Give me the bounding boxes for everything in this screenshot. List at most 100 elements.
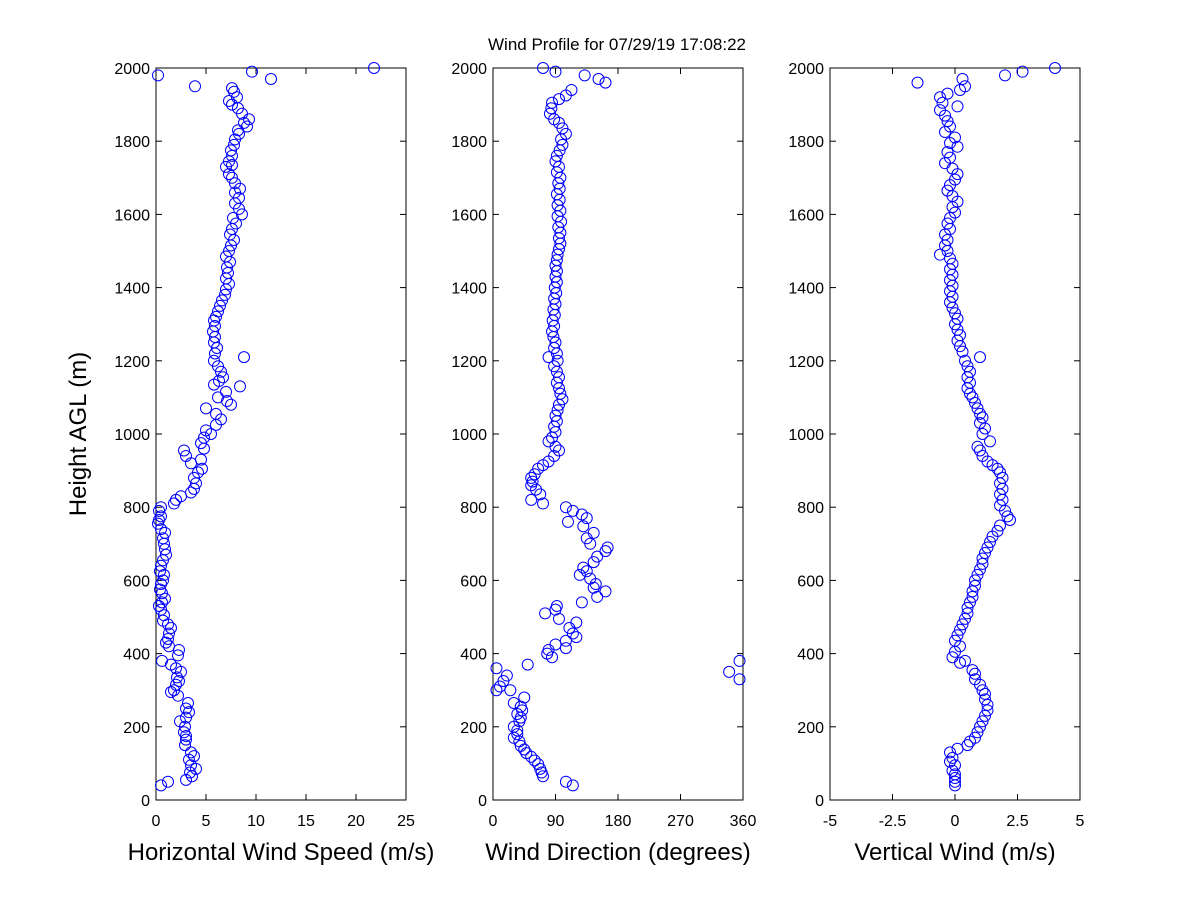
- data-point: [964, 387, 976, 400]
- data-point: [212, 360, 224, 373]
- data-point: [180, 733, 192, 746]
- data-point: [949, 318, 961, 331]
- data-point: [549, 638, 562, 651]
- data-point: [584, 537, 597, 550]
- y-tick-label: 1000: [788, 427, 824, 444]
- y-tick-label: 1400: [788, 281, 824, 298]
- data-point: [573, 568, 586, 581]
- data-point: [944, 296, 956, 309]
- data-point: [733, 673, 746, 686]
- data-point: [578, 69, 591, 82]
- data-point: [198, 442, 210, 455]
- data-point: [183, 706, 195, 719]
- data-point: [946, 764, 959, 777]
- data-point: [971, 726, 984, 739]
- y-tick-label: 2000: [114, 61, 150, 78]
- data-point: [223, 94, 235, 107]
- data-point: [570, 631, 583, 644]
- x-tick-label: 25: [397, 813, 415, 830]
- data-point: [221, 395, 233, 408]
- data-point: [961, 601, 974, 614]
- data-point: [946, 751, 959, 764]
- data-point: [949, 775, 961, 788]
- data-point: [951, 629, 964, 642]
- x-tick-label: 0: [152, 813, 161, 830]
- data-point: [951, 140, 964, 153]
- data-point: [976, 411, 989, 424]
- data-point: [539, 607, 552, 620]
- data-point: [587, 556, 600, 569]
- data-point: [961, 607, 974, 620]
- data-point: [587, 526, 600, 539]
- data-point: [220, 160, 232, 173]
- y-tick-label: 0: [478, 793, 487, 810]
- data-point: [969, 579, 981, 592]
- data-point: [969, 667, 981, 680]
- data-point: [723, 665, 736, 678]
- y-tick-label: 800: [123, 500, 150, 517]
- data-point: [949, 772, 961, 785]
- data-point: [189, 80, 201, 93]
- x-tick-label: 0: [951, 813, 960, 830]
- data-point: [490, 662, 503, 675]
- data-point: [190, 477, 202, 490]
- data-point: [591, 590, 604, 603]
- data-point: [951, 742, 964, 755]
- data-point: [961, 739, 974, 752]
- data-point: [971, 402, 984, 415]
- data-point: [549, 440, 562, 453]
- data-point: [548, 360, 561, 373]
- data-point: [934, 91, 946, 104]
- data-point: [179, 720, 191, 733]
- data-point: [941, 146, 954, 159]
- y-tick-label: 400: [797, 647, 824, 664]
- data-point: [208, 378, 220, 391]
- data-point: [229, 133, 241, 146]
- data-point: [966, 590, 979, 603]
- y-tick-label: 200: [460, 720, 487, 737]
- y-tick-label: 400: [123, 647, 150, 664]
- data-point: [180, 729, 192, 742]
- data-point: [196, 462, 208, 475]
- y-axis-label: Height AGL (m): [65, 352, 92, 517]
- data-point: [949, 645, 961, 658]
- data-point: [936, 96, 949, 109]
- data-point: [153, 504, 165, 517]
- data-point: [516, 704, 529, 717]
- data-point: [490, 684, 503, 697]
- data-point: [592, 72, 605, 85]
- data-point: [504, 684, 517, 697]
- data-point: [210, 418, 222, 431]
- data-point: [511, 707, 524, 720]
- y-tick-label: 1600: [114, 207, 150, 224]
- data-point: [979, 693, 991, 706]
- data-point: [226, 158, 238, 171]
- data-point: [155, 578, 167, 591]
- data-point: [559, 775, 572, 788]
- axes-frame: [492, 67, 744, 801]
- data-point: [599, 76, 612, 89]
- y-tick-label: 1600: [788, 207, 824, 224]
- y-tick-label: 2000: [788, 61, 824, 78]
- data-point: [979, 709, 991, 722]
- data-point: [554, 237, 567, 250]
- data-point: [999, 504, 1011, 517]
- data-point: [185, 746, 197, 759]
- data-point: [966, 664, 979, 677]
- data-point: [550, 376, 563, 389]
- data-point: [580, 565, 593, 578]
- data-point: [528, 754, 541, 767]
- data-point: [220, 385, 232, 398]
- data-point: [182, 697, 194, 710]
- data-point: [969, 574, 981, 587]
- data-point: [994, 519, 1006, 532]
- x-axis-label: Wind Direction (degrees): [485, 839, 750, 866]
- data-point: [981, 541, 994, 554]
- data-point: [949, 759, 961, 772]
- data-point: [226, 98, 238, 111]
- data-point: [954, 83, 966, 96]
- data-point: [155, 523, 167, 536]
- axes-frame: [155, 67, 407, 801]
- data-point: [160, 636, 172, 649]
